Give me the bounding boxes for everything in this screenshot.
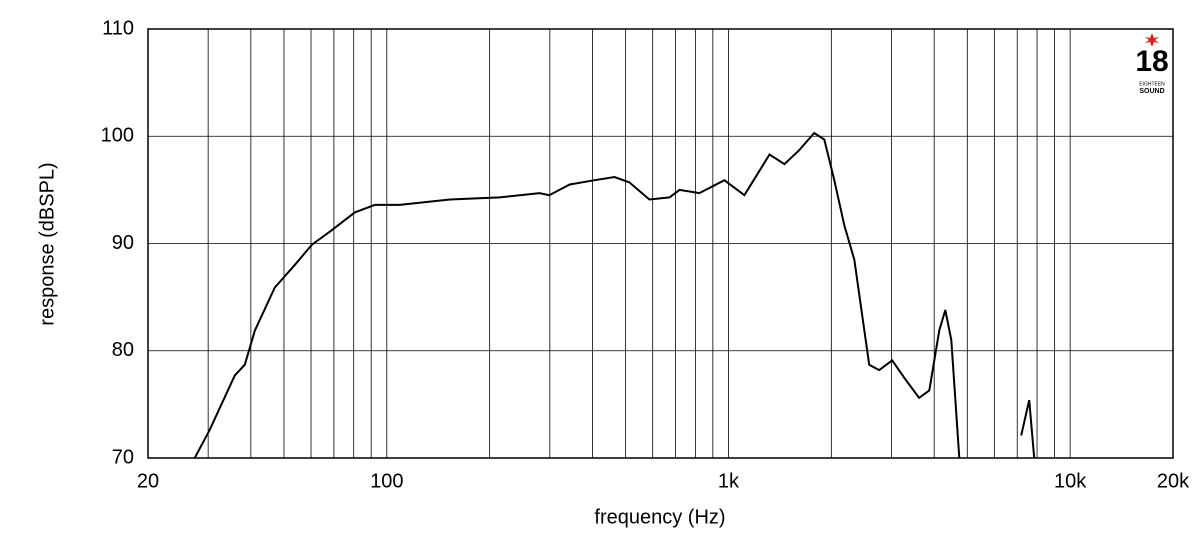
x-axis-label: frequency (Hz)	[594, 506, 725, 528]
y-tick-label: 90	[112, 232, 134, 254]
y-axis-label: response (dBSPL)	[36, 162, 58, 325]
logo-number: 18	[1135, 45, 1168, 78]
logo-star	[1145, 33, 1159, 47]
x-tick-label: 20	[137, 470, 159, 492]
y-tick-label: 110	[102, 17, 134, 39]
line-series	[193, 131, 1036, 458]
y-tick-label: 100	[101, 125, 134, 147]
x-tick-label: 10k	[1054, 470, 1087, 492]
x-tick-label: 20k	[1157, 470, 1190, 492]
logo: 18 EIGHTEEN SOUND	[1135, 33, 1169, 95]
y-tick-label: 70	[112, 446, 134, 468]
x-tick-label: 1k	[718, 470, 740, 492]
logo-text: EIGHTEEN	[1139, 81, 1165, 87]
x-tick-label: 100	[370, 470, 403, 492]
y-tick-label: 80	[112, 339, 134, 361]
logo-text: SOUND	[1139, 88, 1164, 95]
plot-frame	[147, 28, 1174, 459]
